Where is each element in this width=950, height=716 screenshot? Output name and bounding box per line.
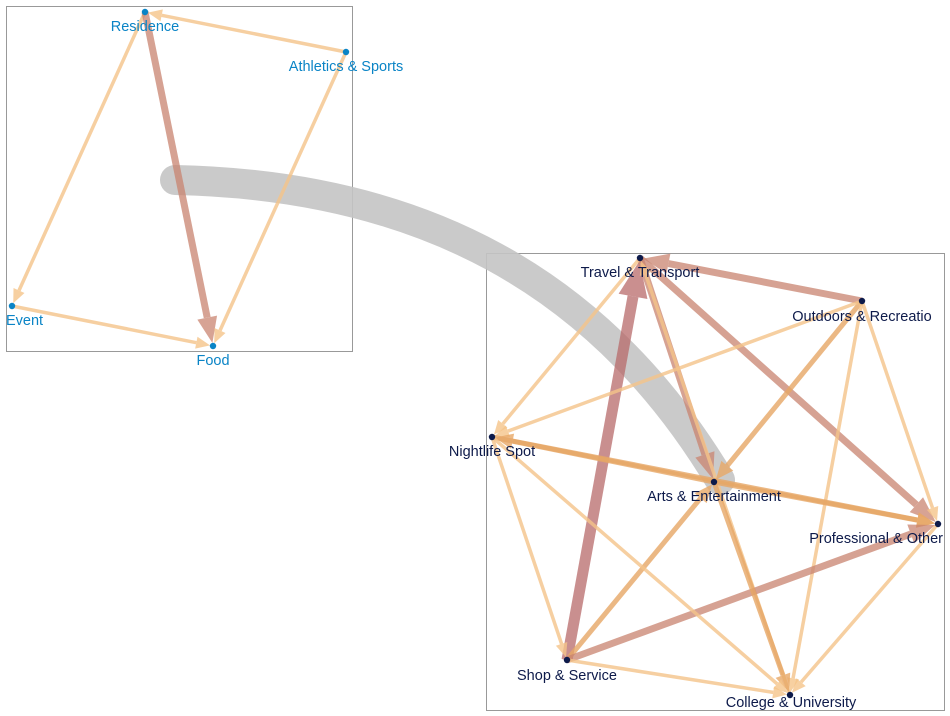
edge-arrowhead [195, 336, 211, 349]
edge-event-to-food [11, 304, 211, 349]
node-label-athletics: Athletics & Sports [289, 59, 403, 75]
edge-arrowhead [775, 672, 791, 693]
edge-athletics-to-residence [147, 9, 347, 54]
edge-professional-to-college [791, 522, 940, 693]
edge-outdoors-to-professional [860, 300, 939, 522]
edge-arrowhead [147, 9, 163, 22]
node-arts[interactable] [710, 478, 718, 486]
edge-arts-to-college [711, 481, 791, 693]
edge-arrowhead [772, 686, 788, 699]
edge-arrowhead [618, 260, 648, 299]
edge-arrowhead [773, 679, 788, 694]
edge-outdoors-to-travel [642, 253, 863, 305]
edge-arrowhead [907, 524, 936, 544]
node-event[interactable] [8, 302, 16, 310]
edge-residence-to-event [13, 11, 147, 304]
node-layer [8, 8, 942, 699]
edge-arrowhead [642, 253, 671, 274]
edge-arrowhead [639, 260, 652, 277]
edge-shop-to-travel [561, 260, 648, 661]
node-outdoors[interactable] [858, 297, 866, 305]
edge-outdoors-to-arts [715, 299, 864, 480]
edge-arrowhead [909, 497, 936, 523]
edge-line [799, 522, 940, 684]
edge-arrowhead [197, 315, 218, 344]
edge-line [667, 260, 863, 305]
edge-line [566, 658, 774, 695]
node-travel[interactable] [636, 254, 644, 262]
edge-shop-to-college [566, 658, 788, 699]
edge-nightlife-to-college [490, 435, 788, 694]
edge-line [561, 295, 639, 661]
edge-arrowhead [791, 678, 806, 693]
node-shop[interactable] [563, 656, 571, 664]
edge-line [141, 11, 211, 319]
edge-line [11, 304, 197, 345]
edge-line [507, 299, 863, 433]
edge-line [711, 481, 786, 677]
node-label-college: College & University [726, 695, 857, 711]
node-label-food: Food [196, 353, 229, 369]
node-label-nightlife: Nightlife Spot [449, 444, 535, 460]
edge-arrowhead [715, 460, 734, 480]
node-label-travel: Travel & Transport [581, 265, 700, 281]
node-label-professional: Professional & Other [809, 531, 943, 547]
node-label-residence: Residence [111, 19, 180, 35]
edge-travel-to-nightlife [493, 256, 642, 435]
edge-line [218, 51, 348, 332]
edge-line [565, 496, 703, 662]
node-college[interactable] [786, 691, 794, 699]
edge-line [725, 299, 864, 468]
bridge-layer [160, 165, 735, 495]
edge-arrowhead [13, 288, 25, 304]
edge-shop-to-arts [565, 484, 713, 662]
edge-line [791, 300, 864, 679]
edge-line [501, 256, 642, 426]
edge-line [565, 530, 912, 664]
edge-arrowhead [915, 512, 936, 528]
edge-arrowhead [214, 328, 226, 344]
edge-residence-to-food [141, 11, 218, 344]
node-label-outdoors: Outdoors & Recreatio [792, 309, 931, 325]
edge-shop-to-professional [565, 524, 936, 664]
edge-line [490, 435, 779, 686]
small-group-frame [6, 6, 353, 352]
edge-layer [11, 9, 940, 699]
label-layer: Residence Athletics & Sports Event Food Trav… [6, 19, 943, 711]
edge-line [713, 479, 918, 523]
edge-arrowhead [555, 641, 568, 658]
edge-line [637, 255, 919, 508]
edge-arrowhead [493, 420, 508, 435]
edge-arts-to-professional [713, 479, 936, 528]
edge-line [161, 13, 347, 54]
edge-travel-to-professional [637, 255, 936, 523]
edge-athletics-to-food [214, 51, 348, 344]
edge-line [490, 436, 564, 645]
edge-outdoors-to-nightlife [494, 299, 863, 437]
edge-nightlife-to-shop [490, 436, 568, 658]
edge-line [860, 300, 935, 509]
node-label-arts: Arts & Entertainment [647, 489, 781, 505]
node-food[interactable] [209, 342, 217, 350]
edge-arrowhead [926, 505, 939, 522]
node-label-shop: Shop & Service [517, 668, 617, 684]
large-group-frame [486, 253, 945, 711]
node-professional[interactable] [934, 520, 942, 528]
edge-arrowhead [694, 484, 713, 504]
group-bridge-link [160, 165, 735, 495]
node-nightlife[interactable] [488, 433, 496, 441]
edge-arrowhead [494, 425, 511, 437]
edge-line [17, 11, 147, 292]
node-residence[interactable] [141, 8, 149, 16]
node-athletics[interactable] [342, 48, 350, 56]
node-label-event: Event [6, 313, 43, 329]
